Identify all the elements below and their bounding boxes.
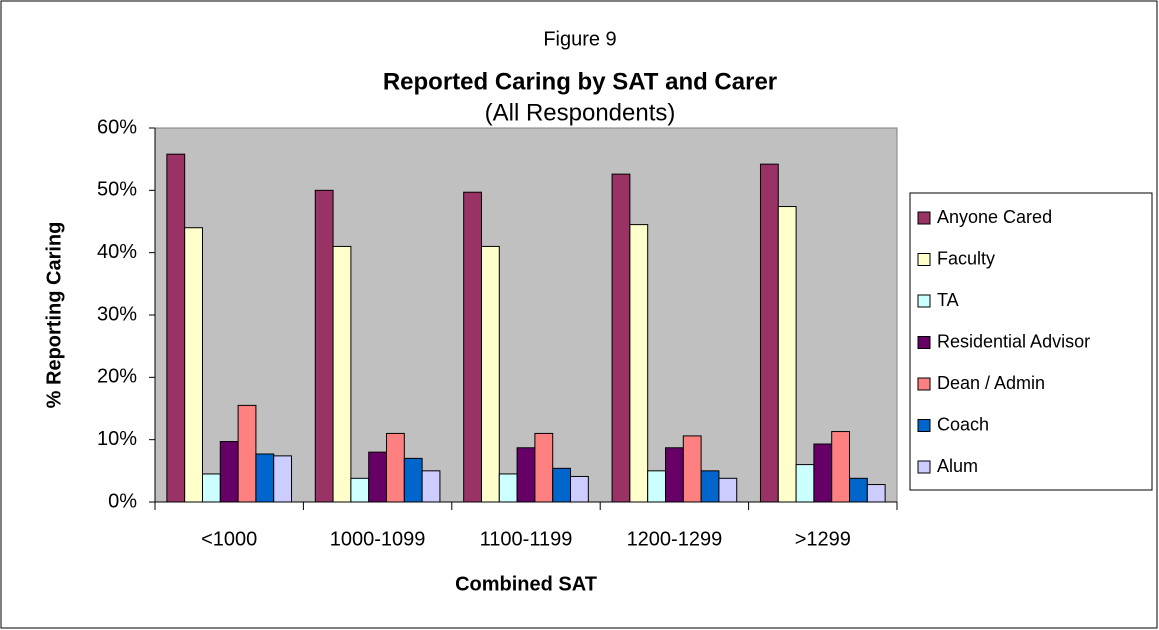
x-tick-label: 1100-1199	[480, 528, 573, 550]
bar	[219, 441, 239, 503]
bar	[682, 435, 702, 503]
legend-swatch	[917, 460, 931, 474]
x-tick-label: 1000-1099	[330, 528, 426, 550]
y-tick-label: 0%	[108, 490, 137, 512]
x-tick-label: >1299	[795, 528, 851, 550]
legend-label: Residential Advisor	[937, 331, 1090, 351]
bar	[570, 475, 589, 503]
legend-swatch	[917, 294, 931, 308]
bar	[237, 404, 257, 503]
y-tick-label: 10%	[97, 428, 137, 450]
y-tick-label: 60%	[97, 116, 137, 138]
legend-label: Alum	[937, 456, 978, 476]
y-tick-label: 40%	[97, 241, 137, 263]
bar	[166, 153, 186, 503]
bar	[463, 191, 482, 503]
legend-swatch	[917, 419, 931, 432]
bar	[611, 173, 631, 503]
bar	[480, 245, 500, 503]
bar	[664, 447, 684, 503]
legend-label: Anyone Cared	[937, 207, 1052, 227]
bar	[516, 447, 536, 503]
chart-subtitle: (All Respondents)	[485, 99, 676, 126]
y-tick-label: 20%	[97, 366, 137, 388]
bar	[866, 484, 886, 503]
bar	[498, 473, 518, 503]
bar	[552, 467, 572, 503]
bar	[368, 451, 388, 503]
bar	[273, 455, 293, 503]
chart-title: Reported Caring by SAT and Carer	[383, 68, 777, 95]
bar	[759, 163, 779, 503]
legend-label: Faculty	[937, 248, 995, 268]
x-tick-label: <1000	[201, 528, 257, 550]
legend-label: Dean / Admin	[937, 373, 1045, 393]
bar	[350, 477, 370, 503]
bar	[314, 189, 334, 503]
bar	[777, 206, 797, 503]
x-axis-label: Combined SAT	[455, 573, 597, 595]
bar	[534, 432, 554, 503]
legend-swatch	[917, 253, 931, 266]
bar	[718, 477, 738, 503]
bar	[813, 443, 833, 503]
bar	[255, 453, 275, 503]
legend-label: TA	[937, 290, 959, 310]
bar	[831, 431, 851, 503]
bar	[849, 477, 868, 503]
legend-box	[909, 192, 1153, 491]
bar	[386, 432, 405, 503]
bar	[184, 227, 203, 503]
legend-swatch	[917, 336, 931, 349]
bar	[421, 470, 441, 503]
y-axis-label: % Reporting Caring	[43, 222, 65, 409]
legend-label: Coach	[937, 414, 989, 434]
x-tick-label: 1200-1299	[627, 528, 723, 550]
bar	[201, 473, 221, 503]
bar	[647, 470, 666, 503]
bar	[700, 470, 720, 503]
legend-swatch	[917, 211, 931, 225]
bar	[403, 457, 423, 503]
bar	[629, 224, 649, 503]
bar	[795, 464, 815, 503]
bar	[332, 245, 352, 503]
legend-swatch	[917, 377, 931, 391]
y-tick-label: 50%	[97, 179, 137, 201]
figure-label: Figure 9	[543, 28, 616, 50]
y-tick-label: 30%	[97, 303, 137, 325]
